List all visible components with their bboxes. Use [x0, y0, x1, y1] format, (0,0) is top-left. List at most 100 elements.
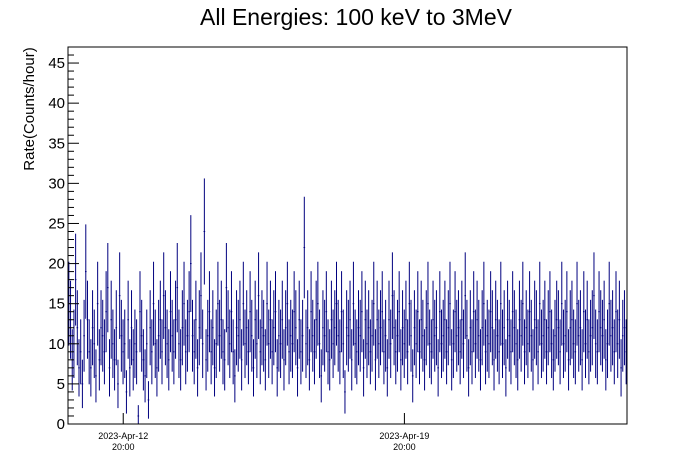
data-point [610, 299, 612, 372]
data-point [273, 290, 275, 366]
data-point [366, 309, 368, 379]
data-point [301, 299, 304, 372]
data-point [256, 309, 258, 379]
data-point [278, 299, 280, 372]
data-point [430, 319, 433, 385]
data-point [613, 319, 616, 385]
data-point [191, 299, 194, 372]
data-point [596, 319, 599, 385]
data-point [476, 280, 478, 359]
data-point [608, 261, 611, 346]
y-tick-label: 25 [48, 215, 65, 232]
data-point [449, 261, 451, 346]
data-point [289, 299, 292, 372]
data-point [252, 339, 255, 397]
data-point [616, 309, 619, 379]
data-point [120, 299, 123, 372]
data-point [344, 370, 346, 414]
data-point [542, 299, 544, 372]
data-point [583, 271, 585, 353]
data-point [317, 261, 319, 346]
data-point [203, 178, 206, 285]
data-point [493, 329, 495, 391]
data-point [422, 299, 424, 372]
data-point [271, 319, 273, 385]
data-point [195, 280, 197, 359]
data-point [328, 329, 331, 391]
y-tick-label: 20 [48, 256, 65, 273]
data-point [606, 309, 609, 379]
data-point [171, 299, 173, 372]
data-point [145, 309, 148, 379]
data-point [398, 271, 400, 353]
data-point [510, 319, 512, 385]
y-tick-label: 5 [57, 376, 65, 393]
data-point [90, 339, 92, 397]
data-point [261, 290, 263, 366]
data-point [403, 309, 406, 379]
data-point [169, 271, 172, 353]
data-point [323, 299, 326, 372]
data-point [620, 339, 622, 397]
data-point [569, 290, 572, 366]
data-point [598, 271, 600, 353]
data-point [359, 299, 362, 372]
data-point [537, 319, 539, 385]
data-point [544, 280, 546, 359]
data-point [555, 280, 558, 359]
data-point [489, 271, 492, 353]
data-point [196, 339, 199, 397]
data-point [379, 290, 382, 366]
data-point [84, 224, 87, 319]
data-point [428, 309, 431, 379]
data-point [313, 319, 316, 385]
data-point [477, 299, 480, 372]
data-point [181, 290, 184, 366]
data-point [523, 319, 526, 385]
data-point [264, 329, 267, 391]
data-point [206, 299, 209, 372]
data-point [213, 339, 216, 397]
data-point [532, 329, 534, 391]
data-point [303, 196, 306, 299]
data-point [208, 271, 211, 353]
data-point [201, 309, 204, 379]
data-point [76, 290, 79, 366]
data-point [284, 290, 287, 366]
data-point [174, 280, 177, 359]
data-point [205, 329, 207, 391]
data-point [550, 309, 553, 379]
data-point [300, 319, 302, 385]
data-point [125, 370, 128, 414]
data-point [589, 299, 592, 372]
data-point [566, 271, 568, 353]
data-point [605, 329, 607, 391]
data-point [376, 280, 378, 359]
data-point [416, 271, 419, 353]
data-point [527, 309, 529, 379]
data-point [118, 252, 121, 339]
data-point [472, 271, 475, 353]
data-point [621, 299, 624, 372]
data-point [393, 290, 395, 366]
data-point [559, 319, 561, 385]
data-point [549, 271, 551, 353]
data-point [156, 339, 158, 397]
data-point [467, 339, 470, 397]
y-tick-label: 35 [48, 135, 65, 152]
data-point [157, 299, 160, 372]
data-point [215, 309, 218, 379]
data-point [234, 349, 236, 403]
data-point [564, 299, 566, 372]
data-point [462, 309, 465, 379]
data-point [483, 261, 485, 346]
data-point [269, 280, 272, 359]
data-point [149, 290, 151, 366]
data-point [276, 339, 279, 397]
data-point [464, 252, 467, 339]
data-point [327, 319, 329, 385]
plot-frame [67, 46, 628, 425]
data-point [401, 290, 404, 366]
data-point [134, 309, 136, 379]
